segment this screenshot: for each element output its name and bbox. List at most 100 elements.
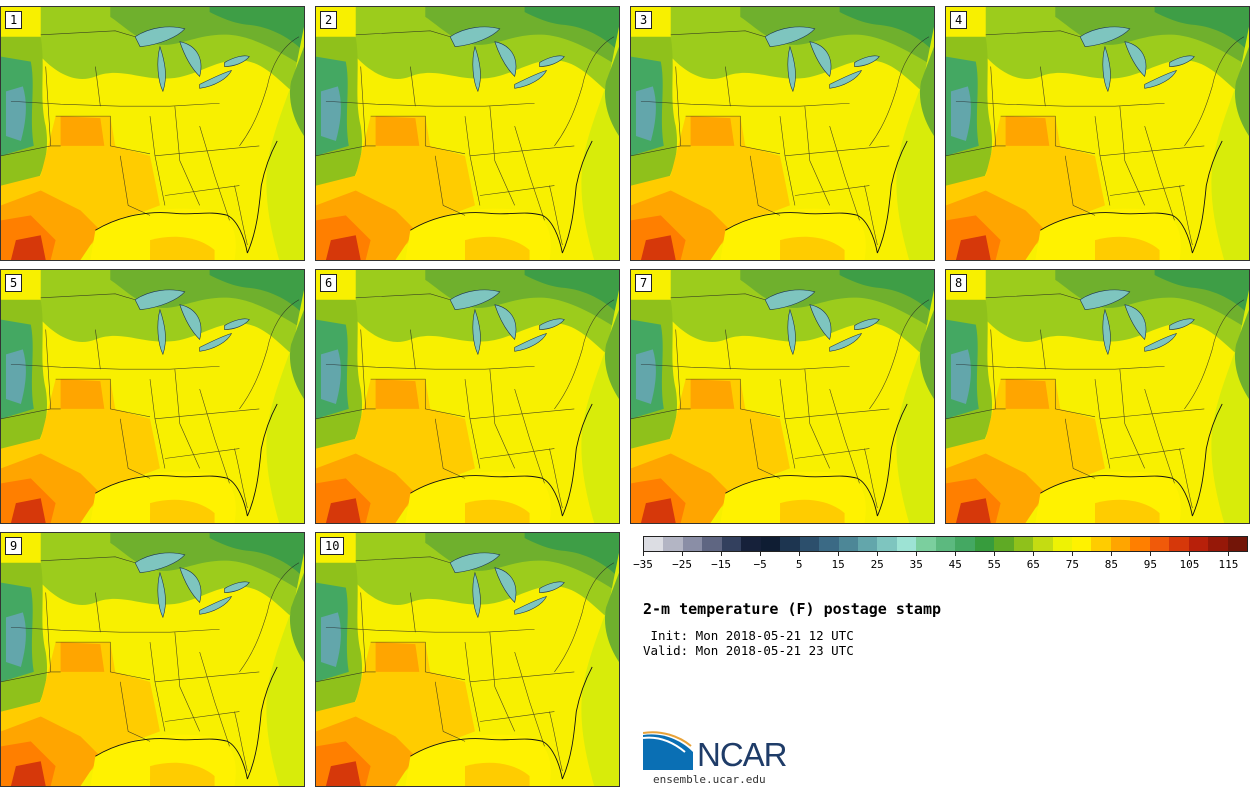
colorbar-tick-label: −5 (753, 558, 767, 571)
colorbar-tick (955, 552, 957, 556)
colorbar-tick (760, 552, 762, 556)
colorbar-tick-label: 85 (1104, 558, 1118, 571)
colorbar-swatch (780, 537, 800, 551)
temperature-map (1, 270, 304, 523)
colorbar-tick-label: 25 (870, 558, 884, 571)
colorbar-tick (1189, 552, 1191, 556)
member-panel-1: 1 (0, 6, 305, 261)
colorbar-swatch (1169, 537, 1189, 551)
colorbar-tick-label: −15 (711, 558, 731, 571)
colorbar-swatch (955, 537, 975, 551)
colorbar-swatch (799, 537, 820, 551)
colorbar-tick (721, 552, 723, 556)
temperature-map (631, 270, 934, 523)
colorbar-swatch (682, 537, 703, 551)
member-panel-3: 3 (630, 6, 935, 261)
colorbar-tick (877, 552, 879, 556)
member-label: 3 (635, 11, 653, 29)
colorbar-tick-label: 45 (948, 558, 962, 571)
temperature-map (316, 533, 619, 786)
colorbar-swatch (819, 537, 839, 551)
member-panel-10: 10 (315, 532, 620, 787)
colorbar-tick-label: 5 (795, 558, 803, 571)
colorbar-swatch (760, 537, 781, 551)
colorbar-swatch (1071, 537, 1092, 551)
colorbar-swatch (838, 537, 858, 551)
member-label: 2 (320, 11, 338, 29)
colorbar-tick (1072, 552, 1074, 556)
colorbar-tick-label: 115 (1218, 558, 1239, 571)
member-label: 9 (5, 537, 23, 555)
colorbar-tick-label: 75 (1065, 558, 1079, 571)
colorbar-tick-label: 105 (1179, 558, 1200, 571)
colorbar-tick (838, 552, 840, 556)
temperature-map (631, 7, 934, 260)
colorbar-swatch (1110, 537, 1131, 551)
temperature-map (316, 7, 619, 260)
colorbar-tick-label: 35 (909, 558, 923, 571)
member-panel-9: 9 (0, 532, 305, 787)
colorbar-swatch (663, 537, 683, 551)
member-label: 1 (5, 11, 23, 29)
colorbar-tick-label: 65 (1026, 558, 1040, 571)
logo-wordmark: NCAR (697, 736, 788, 773)
member-panel-4: 4 (945, 6, 1250, 261)
temperature-map (946, 270, 1249, 523)
colorbar-swatch (1188, 537, 1209, 551)
colorbar-tick-label: 55 (987, 558, 1001, 571)
member-panel-2: 2 (315, 6, 620, 261)
colorbar-swatch (857, 537, 878, 551)
colorbar-tick-label: −25 (672, 558, 692, 571)
colorbar-tick (799, 552, 801, 556)
member-label: 4 (950, 11, 968, 29)
ncar-logo-icon (643, 731, 693, 770)
colorbar-swatch (1091, 537, 1111, 551)
colorbar-swatch (721, 537, 742, 551)
colorbar-tick (916, 552, 918, 556)
colorbar-tick (1111, 552, 1113, 556)
valid-time: Valid: Mon 2018-05-21 23 UTC (643, 643, 854, 658)
colorbar-swatch (974, 537, 995, 551)
member-panel-8: 8 (945, 269, 1250, 524)
colorbar-tick-label: 15 (831, 558, 845, 571)
colorbar-tick (1228, 552, 1230, 556)
colorbar-swatch (994, 537, 1014, 551)
member-label: 10 (320, 537, 345, 555)
logo-url: ensemble.ucar.edu (653, 773, 766, 786)
temperature-map (946, 7, 1249, 260)
colorbar-swatch (1208, 537, 1228, 551)
colorbar-tick (1033, 552, 1035, 556)
colorbar-tick-label: −35 (633, 558, 653, 571)
colorbar-swatch (1227, 537, 1248, 551)
temperature-map (316, 270, 619, 523)
colorbar-swatch (1130, 537, 1150, 551)
colorbar-ticks: −35 −25 −15 −5 5 15 25 35 45 55 65 75 85 95 105 115 (633, 552, 1248, 578)
colorbar-tick (1150, 552, 1152, 556)
member-panel-7: 7 (630, 269, 935, 524)
temperature-colorbar (643, 536, 1248, 552)
colorbar-tick (643, 552, 644, 556)
colorbar-swatch (877, 537, 897, 551)
member-label: 6 (320, 274, 338, 292)
member-label: 7 (635, 274, 653, 292)
colorbar-tick (682, 552, 684, 556)
colorbar-swatch (741, 537, 761, 551)
member-panel-6: 6 (315, 269, 620, 524)
colorbar-swatch (1052, 537, 1072, 551)
member-panel-5: 5 (0, 269, 305, 524)
member-label: 8 (950, 274, 968, 292)
colorbar-swatch (916, 537, 936, 551)
temperature-map (1, 533, 304, 786)
member-label: 5 (5, 274, 23, 292)
colorbar-swatch (702, 537, 722, 551)
temperature-map (1, 7, 304, 260)
colorbar-swatch (1033, 537, 1053, 551)
colorbar-tick-label: 95 (1143, 558, 1158, 571)
colorbar-swatch (1013, 537, 1034, 551)
colorbar-swatch (644, 537, 664, 551)
colorbar-swatch (1149, 537, 1170, 551)
colorbar-tick (994, 552, 996, 556)
plot-title: 2-m temperature (F) postage stamp (643, 600, 942, 618)
colorbar-swatch (935, 537, 956, 551)
colorbar-swatch (896, 537, 917, 551)
